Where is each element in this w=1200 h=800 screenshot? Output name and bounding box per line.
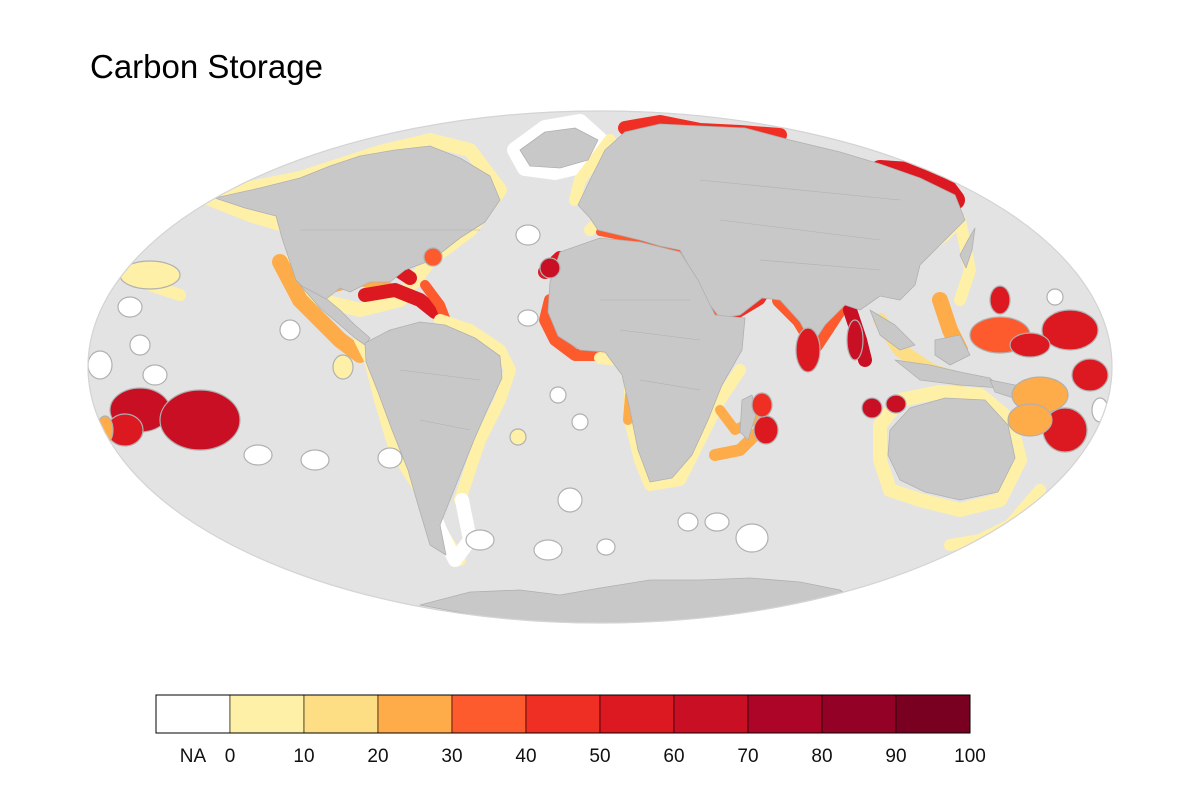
legend-swatch-5	[599, 694, 675, 734]
region-south-georgia	[533, 539, 563, 561]
land-japan	[959, 227, 976, 269]
region-greenland	[507, 114, 608, 180]
region-pitcairn	[243, 444, 273, 466]
legend-tick-20: 20	[367, 746, 388, 767]
region-canaries	[539, 257, 561, 279]
region-west-africa	[539, 294, 606, 361]
region-bouvet	[596, 538, 616, 556]
region-line-islands	[88, 350, 113, 380]
region-johnston	[279, 319, 301, 341]
island-regions	[88, 224, 1109, 561]
region-falklands	[465, 529, 495, 551]
legend-swatch-6	[673, 694, 749, 734]
region-easter-island	[300, 449, 330, 471]
legend-swatch-3	[451, 694, 527, 734]
region-marshall-islands	[1041, 309, 1099, 351]
region-bermuda	[423, 247, 443, 267]
region-caribbean	[358, 283, 442, 319]
legend-label-na: NA	[180, 746, 207, 767]
land-south-america	[364, 321, 503, 556]
region-kiribati	[142, 364, 168, 386]
region-galapagos	[332, 354, 354, 380]
land-australia	[887, 397, 1016, 501]
region-lesser-antilles	[420, 280, 450, 323]
region-ascension	[549, 386, 567, 404]
map-title: Carbon Storage	[90, 48, 323, 85]
land-southeast-asia	[869, 309, 916, 351]
legend-swatch-7	[747, 694, 823, 734]
region-guam	[989, 285, 1011, 315]
globe-outline	[87, 110, 1113, 624]
region-clipperton	[129, 334, 151, 356]
legend-swatch-8	[821, 694, 897, 734]
region-kerguelen	[735, 523, 769, 553]
region-french-polynesia	[159, 389, 241, 451]
legend-tick-60: 60	[663, 746, 684, 767]
region-maldives	[795, 327, 821, 373]
legend-ticks: NA 0 10 20 30 40 50 60 70 80 90 100	[180, 746, 986, 767]
region-cocos	[885, 394, 907, 414]
region-st-helena	[571, 413, 589, 431]
legend-tick-100: 100	[954, 746, 986, 767]
land-borneo	[934, 334, 971, 366]
region-coral-sea	[1007, 403, 1053, 437]
legend-tick-0: 0	[225, 746, 236, 767]
landmasses	[214, 123, 1051, 623]
legend-tick-10: 10	[293, 746, 314, 767]
region-tristan	[557, 487, 583, 513]
region-hawaii	[117, 296, 143, 318]
land-europe-asia	[577, 123, 966, 346]
region-prince-edward	[677, 512, 699, 532]
land-africa	[547, 237, 746, 483]
region-crozet	[704, 512, 730, 532]
legend-tick-40: 40	[515, 746, 536, 767]
region-australia	[873, 385, 1027, 517]
legend-swatch-0	[229, 694, 305, 734]
region-seychelles	[751, 392, 773, 418]
region-nauru	[1009, 332, 1051, 358]
legend-swatch-9	[895, 694, 971, 734]
land-north-america	[214, 145, 501, 301]
region-cape-verde	[517, 309, 539, 327]
legend-swatch-2	[377, 694, 453, 734]
region-juan-fernandez	[377, 447, 403, 469]
land-greenland	[519, 127, 599, 169]
region-chagos	[861, 397, 883, 419]
legend-tick-80: 80	[811, 746, 832, 767]
region-azores	[515, 224, 541, 246]
legend-frame	[155, 694, 971, 734]
country-borders	[300, 179, 901, 431]
legend-swatch-1	[303, 694, 379, 734]
region-trindade	[509, 428, 527, 446]
legend-tick-50: 50	[589, 746, 610, 767]
region-mexico-coast	[272, 254, 368, 363]
region-tuvalu	[1071, 358, 1109, 392]
legend-swatch-4	[525, 694, 601, 734]
legend-tick-70: 70	[737, 746, 758, 767]
region-wake	[1046, 288, 1064, 306]
legend-tick-30: 30	[441, 746, 462, 767]
legend-swatch-na	[155, 694, 231, 734]
legend-tick-90: 90	[885, 746, 906, 767]
region-andaman	[846, 319, 864, 361]
legend-swatches	[155, 694, 971, 734]
